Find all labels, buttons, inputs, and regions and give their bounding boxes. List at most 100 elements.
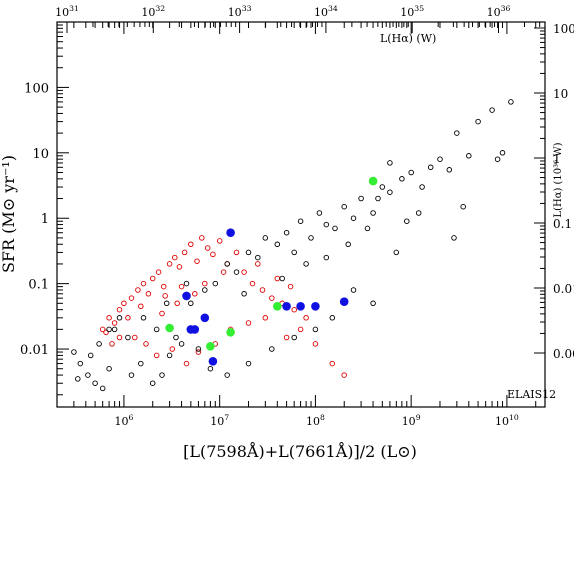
data-point — [106, 365, 112, 372]
data-point — [208, 357, 218, 366]
data-point — [399, 176, 405, 182]
data-point — [332, 225, 338, 232]
data-point — [262, 315, 269, 321]
data-point — [202, 280, 208, 287]
data-point — [415, 210, 422, 216]
data-point — [212, 280, 219, 287]
data-point — [350, 287, 357, 293]
data-point — [339, 297, 349, 307]
data-point — [245, 360, 252, 367]
data-point — [71, 349, 77, 355]
data-point — [138, 360, 144, 367]
data-point — [297, 218, 304, 224]
data-point — [75, 376, 81, 382]
data-point — [259, 287, 266, 293]
data-point — [249, 280, 256, 287]
data-point — [96, 341, 102, 347]
data-point — [245, 320, 252, 326]
x-tick-label: 1010 — [495, 413, 519, 428]
data-point — [210, 251, 216, 258]
data-point — [475, 118, 481, 125]
data-point — [460, 203, 466, 210]
y-tick-label: 1 — [41, 212, 49, 227]
data-point — [192, 291, 198, 297]
data-point — [111, 320, 118, 326]
right-tick-label: 0.001 — [553, 347, 574, 361]
red-points-layer — [99, 235, 347, 378]
data-point — [508, 99, 514, 105]
data-point — [174, 300, 180, 307]
data-point — [182, 291, 191, 301]
data-point — [92, 380, 98, 386]
blue-points-layer — [182, 228, 349, 366]
y-tick-label: 100 — [24, 81, 49, 96]
y-tick-label: 0.01 — [20, 343, 49, 358]
data-point — [303, 261, 309, 267]
data-point — [308, 235, 314, 241]
top-tick-label: 1031 — [55, 4, 79, 19]
data-point — [368, 176, 378, 186]
data-point — [178, 283, 185, 290]
data-point — [312, 326, 319, 333]
data-point — [283, 229, 290, 236]
data-point — [106, 326, 112, 333]
data-point — [489, 107, 495, 113]
data-point — [279, 275, 285, 282]
data-point — [291, 249, 297, 256]
data-point — [283, 334, 290, 341]
data-point — [241, 291, 247, 297]
data-point — [106, 315, 112, 321]
top-tick-label: 1033 — [228, 4, 252, 19]
data-point — [446, 167, 453, 173]
x-tick-label: 109 — [402, 413, 421, 428]
top-axis: 1031 1032 1033 1034 1035 1036 — [55, 4, 541, 33]
data-point — [77, 360, 84, 367]
data-point — [345, 241, 351, 248]
data-point — [370, 210, 376, 216]
data-point — [323, 254, 330, 261]
data-point — [103, 329, 109, 336]
x-axis-label: [L(7598Å)+L(7661Å)]/2 (L⊙) — [183, 441, 417, 461]
data-point — [199, 235, 205, 241]
plot-frame — [56, 21, 546, 408]
y-tick-label: 10 — [32, 147, 49, 162]
top-tick-label: 1035 — [400, 4, 424, 19]
data-point — [255, 254, 261, 261]
data-point — [125, 334, 131, 341]
data-point — [370, 300, 376, 307]
data-point — [195, 349, 202, 355]
data-point — [206, 342, 215, 351]
data-point — [297, 326, 304, 333]
right-axis-label: L(Hα) (10³⁶ W) — [553, 142, 564, 217]
data-point — [135, 287, 141, 293]
data-point — [207, 365, 214, 372]
top-axis-label: L(Hα) (W) — [380, 32, 436, 45]
data-point — [316, 210, 323, 216]
data-point — [121, 300, 127, 307]
y-tick-label: 0.1 — [28, 278, 49, 293]
data-point — [466, 153, 472, 159]
data-point — [291, 334, 297, 341]
data-point — [178, 341, 185, 347]
data-point — [303, 315, 309, 321]
data-point — [296, 302, 305, 311]
green-points-layer — [165, 176, 378, 351]
data-point — [149, 380, 156, 386]
data-point — [128, 372, 135, 378]
data-point — [341, 372, 347, 378]
data-point — [172, 254, 178, 261]
data-point — [269, 346, 275, 352]
data-point — [329, 360, 336, 367]
data-point — [140, 315, 147, 321]
right-tick-label: 0.01 — [553, 282, 574, 296]
data-point — [200, 313, 210, 323]
data-point — [224, 372, 230, 378]
data-point — [166, 352, 173, 359]
data-point — [145, 291, 152, 297]
data-point — [116, 334, 123, 341]
data-point — [128, 295, 135, 301]
data-point — [226, 228, 235, 237]
data-point — [454, 130, 460, 136]
data-point — [311, 302, 320, 311]
